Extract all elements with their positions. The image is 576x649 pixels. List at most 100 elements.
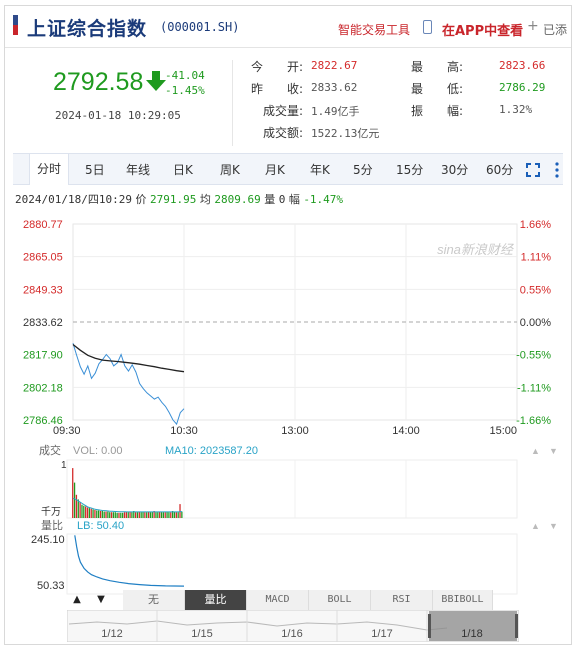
y-axis-tick-left: 2865.05 bbox=[23, 252, 63, 264]
indicator-boll[interactable]: BOLL bbox=[309, 590, 371, 610]
high-label: 最 高: bbox=[411, 60, 464, 74]
volume-bar bbox=[75, 494, 78, 518]
current-price: 2792.58 bbox=[53, 68, 144, 96]
volume-bar bbox=[110, 512, 113, 518]
x-axis-tick: 14:00 bbox=[392, 425, 420, 437]
volume-bar bbox=[151, 511, 153, 518]
volume-bar bbox=[83, 505, 85, 518]
volume-bar bbox=[122, 512, 124, 518]
volume-bar bbox=[162, 512, 165, 518]
lb-axis-top: 245.10 bbox=[31, 534, 65, 546]
smart-trade-link[interactable]: 智能交易工具 bbox=[338, 23, 411, 37]
volume-bar bbox=[170, 512, 172, 518]
y-axis-tick-right: 1.66% bbox=[520, 219, 551, 231]
more-menu-icon[interactable] bbox=[555, 162, 559, 178]
low-value: 2786.29 bbox=[499, 81, 546, 94]
y-axis-tick-right: 0.00% bbox=[520, 317, 551, 329]
ma10-label: MA10: 2023587.20 bbox=[165, 445, 258, 457]
lb-axis-bottom: 50.33 bbox=[37, 580, 65, 592]
date-scroller[interactable]: 1/12 1/15 1/16 1/17 1/18 bbox=[67, 610, 519, 642]
quote-widget: 上证综合指数 (000001.SH) 智能交易工具 在APP中查看 + 已添 2… bbox=[4, 5, 572, 645]
info-datetime: 2024/01/18/四10:29 bbox=[15, 193, 132, 206]
indicator-rsi[interactable]: RSI bbox=[371, 590, 433, 610]
tab-5day[interactable]: 5日 bbox=[85, 163, 105, 177]
y-axis-tick-left: 2833.62 bbox=[23, 317, 63, 329]
volume-bar bbox=[127, 512, 129, 518]
divider bbox=[232, 60, 233, 146]
timeline-date: 1/16 bbox=[281, 628, 302, 640]
indicator-bbiboll[interactable]: BBIBOLL bbox=[433, 590, 493, 610]
volume-bar bbox=[166, 511, 168, 518]
y-axis-tick-right: -1.66% bbox=[516, 415, 551, 427]
tab-daily-k[interactable]: 日K bbox=[173, 163, 193, 177]
timeline-date: 1/17 bbox=[371, 628, 392, 640]
header-bar: 上证综合指数 (000001.SH) 智能交易工具 在APP中查看 + 已添 bbox=[5, 6, 571, 48]
volume-bar bbox=[155, 512, 157, 518]
x-axis-tick: 15:00 bbox=[489, 425, 517, 437]
volume-bar bbox=[97, 510, 100, 518]
volume-bar bbox=[103, 511, 105, 518]
tab-weekly-k[interactable]: 周K bbox=[220, 163, 240, 177]
volume-bar bbox=[140, 512, 142, 518]
volume-bar bbox=[147, 511, 150, 518]
tab-15min[interactable]: 15分 bbox=[396, 163, 424, 177]
volume-bar bbox=[90, 508, 92, 518]
tab-5min[interactable]: 5分 bbox=[353, 163, 373, 177]
volume-bar bbox=[120, 512, 122, 518]
indicator-volume-ratio[interactable]: 量比 bbox=[185, 590, 247, 610]
volume-bar bbox=[125, 511, 128, 518]
period-tabs: 分时 5日 年线 日K 周K 月K 年K 5分 15分 30分 60分 bbox=[13, 153, 563, 185]
price-change: -41.04 -1.45% bbox=[165, 68, 205, 98]
volume-axis-top: 1 bbox=[61, 460, 67, 471]
lb-frame bbox=[66, 533, 518, 595]
indicator-macd[interactable]: MACD bbox=[247, 590, 309, 610]
app-view-link[interactable]: 在APP中查看 bbox=[442, 24, 524, 39]
amount-value: 1522.13亿元 bbox=[311, 127, 380, 140]
tab-intraday[interactable]: 分时 bbox=[29, 154, 69, 185]
volume-panel-title: 成交 bbox=[39, 443, 61, 457]
volume-bar bbox=[77, 499, 79, 518]
volume-bar bbox=[94, 509, 96, 518]
volume-bar bbox=[107, 511, 109, 518]
volume-bar bbox=[79, 502, 81, 518]
y-axis-tick-left: 2802.18 bbox=[23, 382, 63, 394]
page-title: 上证综合指数 bbox=[27, 18, 148, 40]
crosshair-info: 2024/01/18/四10:29 价 2791.95 均 2809.69 量 … bbox=[15, 191, 343, 207]
volume-bar bbox=[99, 511, 102, 518]
scroll-up-button[interactable]: ▲ bbox=[73, 594, 81, 605]
indicator-none[interactable]: 无 bbox=[123, 590, 185, 610]
watermark-logo: sina新浪财经 bbox=[437, 242, 515, 257]
y-axis-tick-left: 2880.77 bbox=[23, 219, 63, 231]
intraday-chart[interactable]: 2880.77 1.66% 2865.05 1.11% 2849.33 0.55% 2833… bbox=[5, 206, 571, 646]
timeline-date: 1/15 bbox=[191, 628, 212, 640]
volume-bar bbox=[88, 508, 91, 518]
plus-icon[interactable]: + bbox=[527, 18, 539, 34]
volume-bar bbox=[175, 512, 177, 518]
timeline-date: 1/12 bbox=[101, 628, 122, 640]
added-button[interactable]: 已添 bbox=[543, 23, 568, 37]
open-label: 今 开: bbox=[251, 60, 304, 74]
volume-bar bbox=[73, 482, 76, 518]
tab-60min[interactable]: 60分 bbox=[486, 163, 514, 177]
tab-year-line[interactable]: 年线 bbox=[126, 163, 151, 177]
x-axis-tick: 09:30 bbox=[53, 425, 81, 437]
ma10-line bbox=[72, 497, 183, 513]
change-value: -41.04 bbox=[165, 69, 205, 82]
tab-yearly-k[interactable]: 年K bbox=[310, 163, 330, 177]
volume-bar bbox=[142, 511, 144, 518]
volume-bar bbox=[181, 511, 183, 518]
price-line bbox=[72, 343, 185, 426]
info-amp: -1.47% bbox=[303, 193, 344, 206]
scroller-handle-right[interactable] bbox=[515, 614, 518, 638]
scroller-window[interactable] bbox=[429, 611, 517, 641]
tab-30min[interactable]: 30分 bbox=[441, 163, 469, 177]
info-price: 2791.95 bbox=[149, 193, 197, 206]
panel-down-icon: ▼ bbox=[549, 446, 558, 456]
scroll-down-button[interactable]: ▼ bbox=[97, 594, 105, 605]
volume-bar bbox=[86, 507, 89, 518]
fullscreen-icon[interactable] bbox=[526, 163, 540, 177]
scroller-handle-left[interactable] bbox=[428, 614, 431, 638]
quote-timestamp: 2024-01-18 10:29:05 bbox=[55, 109, 181, 122]
y-axis-tick-left: 2849.33 bbox=[23, 284, 63, 296]
tab-monthly-k[interactable]: 月K bbox=[265, 163, 285, 177]
